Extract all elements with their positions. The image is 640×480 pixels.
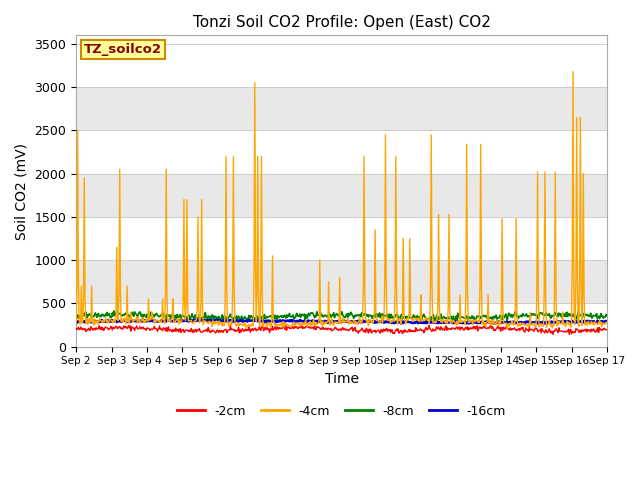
Bar: [76, 174, 607, 217]
Bar: [76, 217, 607, 260]
Bar: [76, 303, 607, 347]
Bar: [76, 87, 607, 131]
Title: Tonzi Soil CO2 Profile: Open (East) CO2: Tonzi Soil CO2 Profile: Open (East) CO2: [193, 15, 490, 30]
Y-axis label: Soil CO2 (mV): Soil CO2 (mV): [15, 143, 29, 240]
Text: TZ_soilco2: TZ_soilco2: [84, 43, 162, 56]
Bar: [76, 131, 607, 174]
Bar: [76, 44, 607, 87]
Bar: [76, 27, 607, 44]
Bar: [76, 260, 607, 303]
Legend: -2cm, -4cm, -8cm, -16cm: -2cm, -4cm, -8cm, -16cm: [172, 400, 511, 423]
X-axis label: Time: Time: [324, 372, 358, 386]
